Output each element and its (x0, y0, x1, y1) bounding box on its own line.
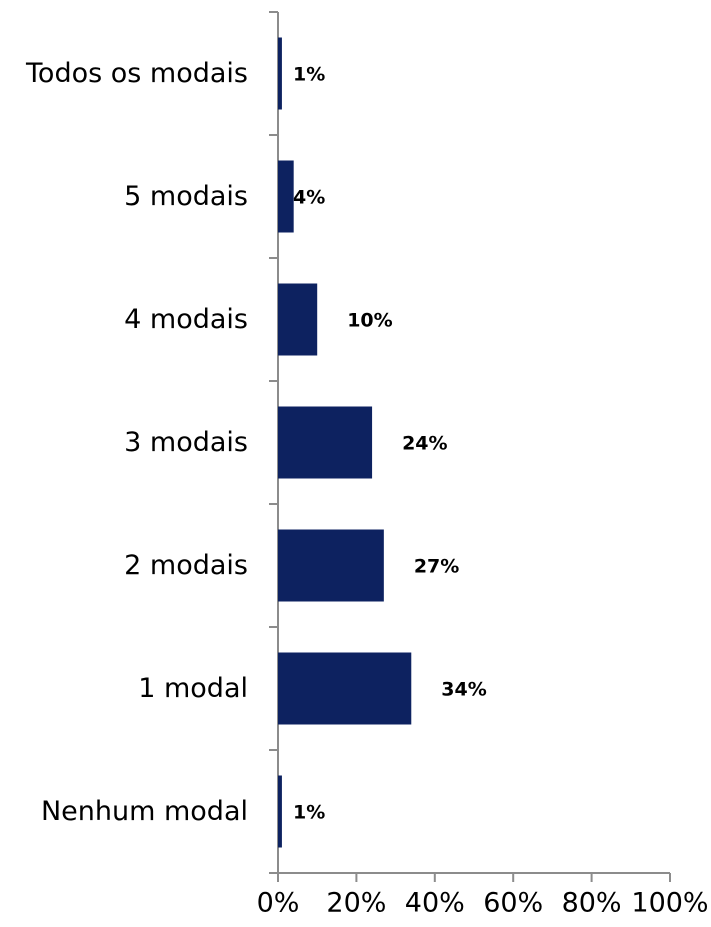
category-label: Todos os modais (25, 58, 248, 89)
category-label: 1 modal (138, 673, 248, 704)
data-label: 4% (293, 187, 325, 209)
category-label: 2 modais (124, 550, 248, 581)
x-tick-label: 80% (562, 888, 622, 919)
category-labels: Todos os modais 5 modais 4 modais 3 modais 2… (25, 58, 248, 827)
bar (278, 775, 282, 848)
data-label: 34% (441, 679, 486, 701)
bar (278, 529, 384, 602)
x-tick-label: 60% (483, 888, 543, 919)
data-label: 1% (293, 64, 325, 86)
bar (278, 160, 294, 233)
data-labels: 1% 4% 10% 24% 27% 34% 1% (293, 64, 487, 824)
x-tick-label: 0% (257, 888, 300, 919)
data-label: 27% (414, 556, 459, 578)
category-label: 5 modais (124, 181, 248, 212)
bar (278, 37, 282, 110)
x-tick-label: 100% (631, 888, 708, 919)
data-label: 1% (293, 802, 325, 824)
x-tick-label: 20% (326, 888, 386, 919)
data-label: 24% (402, 433, 447, 455)
chart-bars (278, 37, 412, 848)
x-tick-label: 40% (405, 888, 465, 919)
category-label: 4 modais (124, 304, 248, 335)
data-label: 10% (347, 310, 392, 332)
category-label: Nenhum modal (41, 796, 248, 827)
x-axis-ticks: 0% 20% 40% 60% 80% 100% (257, 873, 709, 919)
bar (278, 406, 373, 479)
category-label: 3 modais (124, 427, 248, 458)
bar (278, 283, 318, 356)
bar (278, 652, 412, 725)
